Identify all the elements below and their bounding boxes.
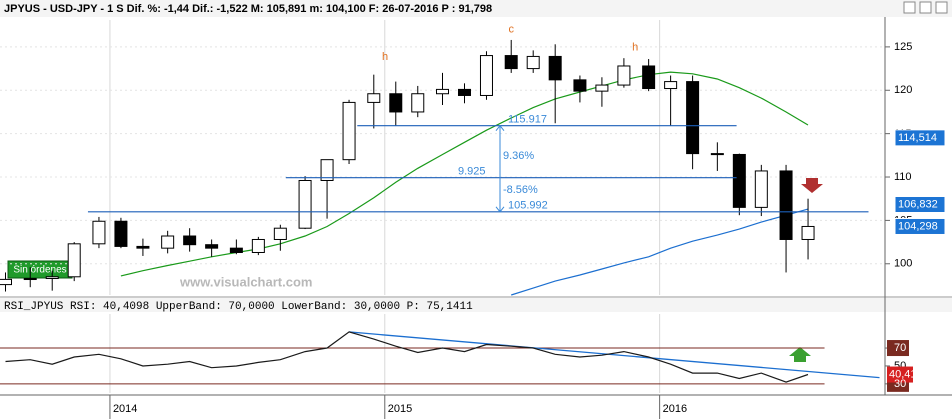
watermark: www.visualchart.com bbox=[179, 274, 312, 289]
sell-arrow bbox=[801, 178, 823, 193]
band-box bbox=[887, 340, 909, 357]
price-callout bbox=[894, 196, 946, 214]
fib-level-label: 115.917 bbox=[508, 114, 547, 126]
candle-body bbox=[389, 93, 403, 113]
trendline bbox=[348, 331, 880, 379]
y-tick-label: 100 bbox=[894, 258, 912, 270]
price-callout-label: 104,298 bbox=[898, 220, 938, 232]
x-tick-label: 2015 bbox=[388, 403, 412, 415]
candle-body bbox=[801, 225, 815, 240]
price-callout bbox=[894, 129, 946, 147]
candle-body bbox=[23, 278, 37, 281]
value-callout-label: 40,41 bbox=[889, 368, 917, 380]
y-tick-label: 70 bbox=[894, 342, 906, 354]
candle-body bbox=[754, 170, 768, 208]
candle-body bbox=[732, 153, 746, 208]
candle-body bbox=[617, 65, 631, 86]
candle-body bbox=[342, 101, 356, 161]
win-maximize[interactable] bbox=[919, 1, 932, 14]
price-callout bbox=[894, 217, 946, 235]
candle-body bbox=[183, 235, 197, 246]
win-close[interactable] bbox=[935, 1, 948, 14]
annotation: 9.36% bbox=[503, 150, 534, 162]
buy-arrow bbox=[789, 347, 811, 362]
annotation: -8.56% bbox=[503, 184, 538, 196]
candle-body bbox=[457, 88, 471, 96]
rsi-header-bar bbox=[0, 298, 952, 312]
candle-body bbox=[161, 235, 175, 249]
y-tick-label: 30 bbox=[894, 378, 906, 390]
orders-button-label[interactable]: Sin órdenes bbox=[13, 265, 66, 276]
candle-body bbox=[298, 179, 312, 229]
x-tick-label: 2014 bbox=[113, 403, 137, 415]
candle-body bbox=[229, 247, 243, 253]
price-callout-label: 106,832 bbox=[898, 198, 938, 210]
candle-body bbox=[45, 276, 59, 280]
candle-body bbox=[504, 55, 518, 70]
fib-level-label: 105.992 bbox=[508, 200, 548, 212]
candle-body bbox=[548, 55, 562, 81]
series-line bbox=[5, 331, 809, 383]
candle-body bbox=[526, 55, 540, 70]
candle-body bbox=[273, 227, 287, 240]
candle-body bbox=[251, 238, 265, 253]
candle-body bbox=[411, 93, 425, 113]
price-header: JPYUS - USD-JPY - 1 S Dif. %: -1,44 Dif.… bbox=[4, 3, 492, 15]
candle-body bbox=[664, 81, 678, 90]
candle-body bbox=[573, 79, 587, 92]
header-bar bbox=[0, 0, 952, 17]
win-minimize[interactable] bbox=[903, 1, 916, 14]
candle-body bbox=[92, 220, 106, 245]
annotation: h bbox=[632, 42, 638, 54]
candle-body bbox=[479, 55, 493, 96]
candle-body bbox=[320, 159, 334, 181]
candle-body bbox=[686, 81, 700, 155]
candle-body bbox=[642, 65, 656, 90]
y-tick-label: 120 bbox=[894, 84, 912, 96]
annotation: c bbox=[508, 23, 514, 35]
candle-body bbox=[779, 170, 793, 240]
series-line bbox=[511, 208, 809, 296]
candle-body bbox=[436, 88, 449, 95]
plot-layer: 100105110115120125115.9179.925105.992hch… bbox=[0, 20, 946, 419]
y-tick-label: 110 bbox=[894, 171, 912, 183]
y-tick-label: 125 bbox=[894, 41, 912, 53]
x-tick-label: 2016 bbox=[663, 403, 687, 415]
measure-arrow bbox=[495, 124, 505, 213]
candle-body bbox=[67, 243, 81, 278]
rsi-header: RSI_JPYUS RSI: 40,4098 UpperBand: 70,000… bbox=[4, 301, 473, 313]
candle-body bbox=[710, 153, 724, 156]
candle-body bbox=[205, 244, 219, 249]
candle-body bbox=[367, 93, 381, 103]
candle-body bbox=[595, 84, 609, 92]
price-callout-label: 114,514 bbox=[898, 132, 937, 144]
annotation: h bbox=[382, 51, 388, 63]
value-callout bbox=[887, 366, 913, 383]
candle-body bbox=[0, 278, 12, 286]
fib-level-label: 9.925 bbox=[458, 166, 486, 178]
candle-body bbox=[136, 245, 150, 249]
candle-body bbox=[114, 220, 128, 247]
